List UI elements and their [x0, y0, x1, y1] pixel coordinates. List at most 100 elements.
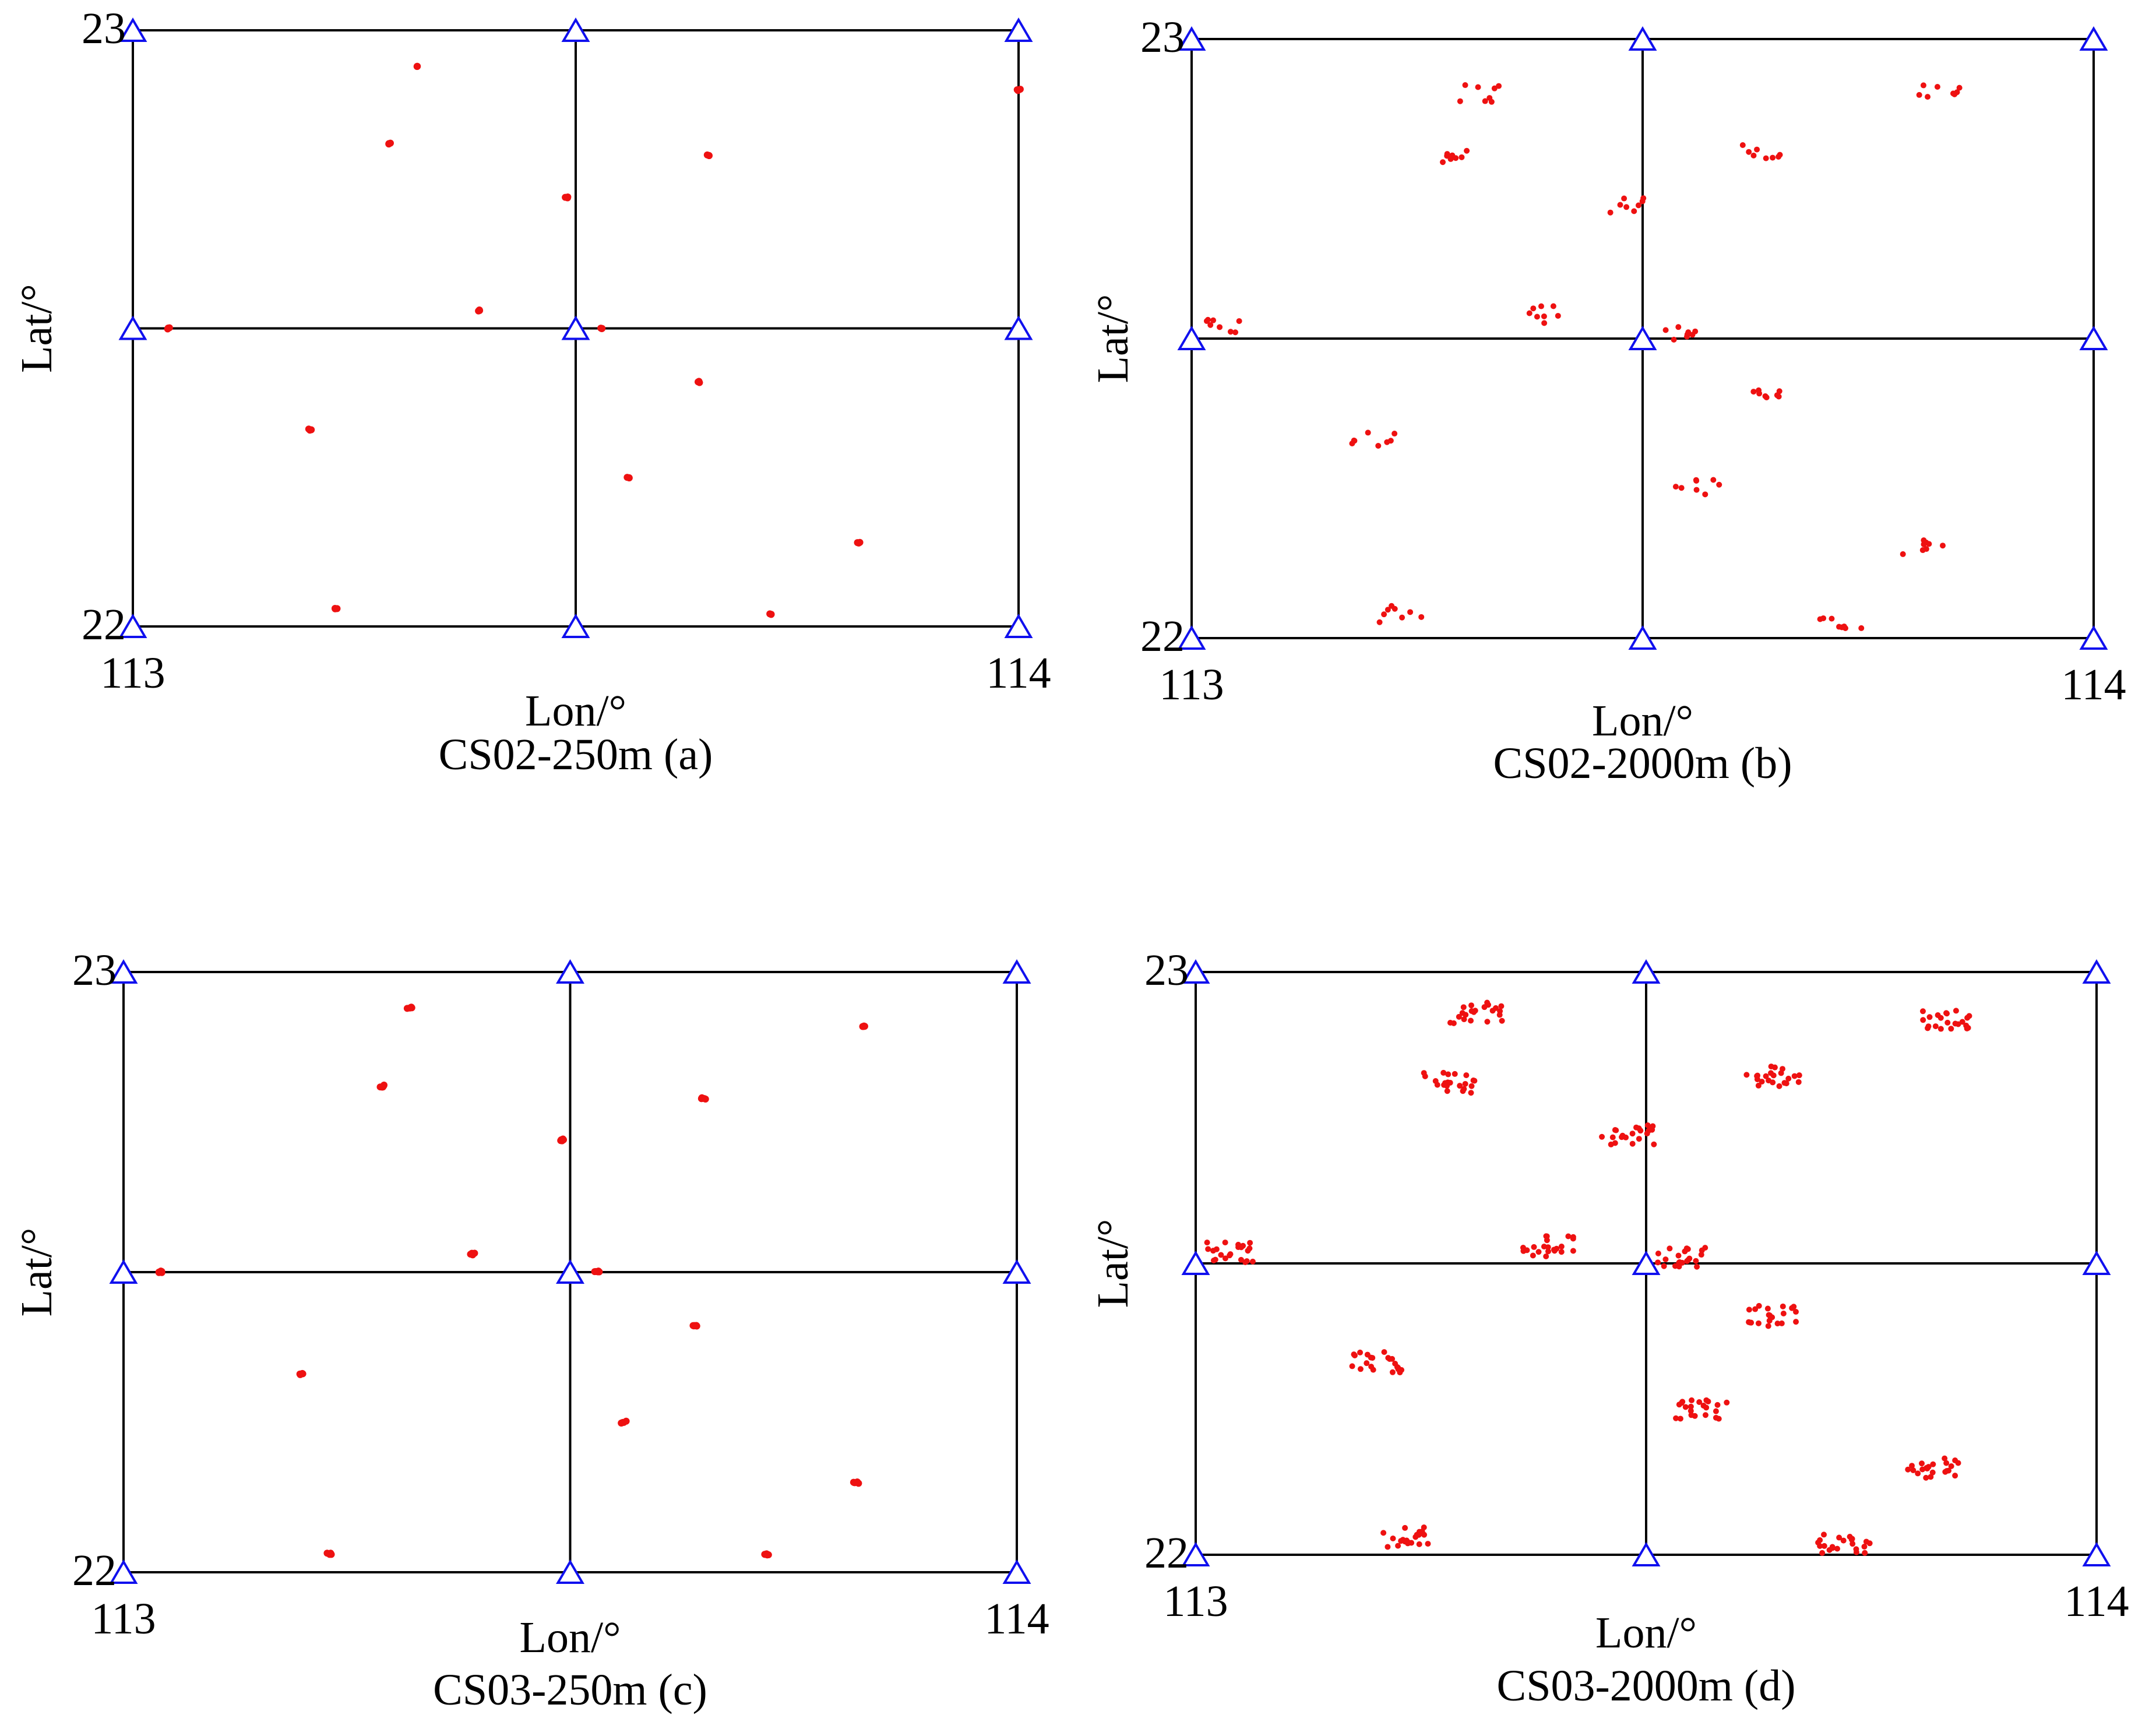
data-point [1698, 1252, 1704, 1258]
data-point [1763, 394, 1770, 400]
data-point [1376, 619, 1383, 625]
data-point [1675, 1252, 1682, 1259]
data-point [1530, 305, 1537, 312]
data-point [1425, 1541, 1431, 1547]
data-point [1694, 1263, 1700, 1270]
y-axis-label: Lat/° [1088, 1219, 1137, 1308]
station-triangle [1002, 1559, 1031, 1584]
station-triangle [118, 614, 147, 638]
data-point [1793, 1319, 1799, 1325]
data-point [1535, 1249, 1542, 1255]
data-point [1384, 1544, 1391, 1550]
data-point [1696, 1399, 1703, 1406]
data-point [1633, 1124, 1640, 1131]
data-point [1349, 1363, 1355, 1369]
station-triangle [556, 959, 584, 984]
data-point [1662, 327, 1669, 333]
data-point [1774, 1321, 1781, 1327]
data-point [1688, 1403, 1694, 1410]
station-triangle [1628, 326, 1657, 350]
data-point [1387, 438, 1394, 444]
data-point [1953, 1008, 1959, 1014]
data-point [1232, 329, 1239, 336]
data-point [1629, 1140, 1636, 1147]
data-point [1607, 209, 1613, 216]
y-tick-label-top: 23 [82, 4, 126, 53]
data-point [1778, 1320, 1785, 1326]
data-point [1932, 1023, 1939, 1030]
data-point [1966, 1013, 1972, 1019]
station-triangle [1181, 1251, 1210, 1275]
data-point [1770, 1072, 1777, 1079]
data-point [1608, 1141, 1614, 1147]
station-triangle [561, 315, 590, 340]
data-point [1243, 1258, 1250, 1265]
station-triangle [1177, 625, 1206, 650]
data-point [1541, 313, 1547, 319]
data-point [1565, 1233, 1572, 1240]
data-point [1212, 1256, 1218, 1263]
data-point [1863, 1538, 1869, 1545]
data-point [1921, 541, 1927, 548]
x-tick-label-left: 113 [100, 649, 165, 698]
data-point [1222, 1255, 1228, 1262]
data-point [1693, 477, 1700, 484]
data-point [1463, 1072, 1470, 1079]
data-point [1776, 1083, 1782, 1089]
x-axis-label: Lon/° [1595, 1608, 1697, 1657]
station-triangle [1628, 625, 1657, 650]
data-point [1821, 1543, 1827, 1549]
data-point [1948, 1463, 1954, 1470]
data-point [1673, 1415, 1679, 1421]
data-point [1795, 1079, 1802, 1085]
data-point [1457, 98, 1463, 104]
data-point [1919, 1460, 1925, 1467]
data-point [164, 324, 172, 332]
data-point [1910, 1467, 1917, 1473]
data-point [1829, 615, 1835, 622]
data-point [1395, 1543, 1401, 1549]
station-triangle [118, 17, 147, 42]
data-point [1543, 1233, 1549, 1240]
data-point [1357, 1366, 1364, 1372]
data-point [1207, 322, 1214, 328]
station-triangle [2079, 26, 2108, 51]
station-triangle [1177, 26, 1206, 51]
data-point [1940, 543, 1946, 549]
data-point [855, 539, 862, 547]
data-point [1955, 1021, 1961, 1027]
data-point [618, 1420, 625, 1427]
data-point [1791, 1073, 1798, 1079]
data-point [1468, 1090, 1474, 1096]
data-point [1444, 151, 1450, 157]
data-point [1937, 1026, 1944, 1032]
data-point [1702, 491, 1708, 498]
data-point [1364, 1360, 1370, 1367]
data-point [331, 605, 339, 612]
data-point [1716, 481, 1722, 488]
data-point [592, 1268, 600, 1276]
y-tick-label-bottom: 22 [82, 600, 126, 649]
data-point [1929, 1469, 1936, 1476]
data-point [1836, 1534, 1842, 1541]
data-point [1650, 1123, 1656, 1129]
data-point [1948, 1026, 1954, 1032]
data-point [1204, 1240, 1210, 1246]
data-point [1238, 1256, 1244, 1263]
data-point [1693, 487, 1700, 493]
data-point [1861, 1544, 1868, 1550]
data-point [767, 611, 775, 618]
data-point [1381, 1349, 1387, 1355]
data-point [1754, 146, 1760, 153]
data-point [1551, 1246, 1557, 1253]
data-point [1365, 429, 1371, 436]
data-point [694, 378, 702, 386]
data-point [1688, 1412, 1694, 1418]
data-point [1380, 1530, 1387, 1536]
data-point [1935, 1012, 1941, 1018]
data-point [1754, 1073, 1760, 1079]
data-point [1236, 318, 1242, 324]
data-point [859, 1023, 867, 1030]
data-point [1545, 1248, 1552, 1255]
data-point [1705, 1398, 1711, 1404]
